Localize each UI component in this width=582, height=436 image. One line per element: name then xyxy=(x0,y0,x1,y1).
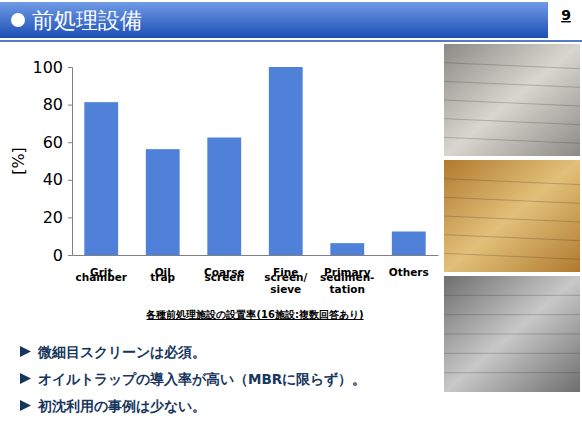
x-tick: Gritchamber xyxy=(75,255,127,283)
bar xyxy=(146,149,180,255)
bullet-marker xyxy=(20,373,31,384)
y-tick-label: 100 xyxy=(32,58,63,77)
photo-detail xyxy=(444,253,580,259)
bullet-text: 微細目スクリーンは必須。 xyxy=(37,344,206,360)
photo-image xyxy=(444,276,580,392)
x-tick-label: Others xyxy=(389,266,429,278)
bullet-text: 初沈利用の事例は少ない。 xyxy=(37,398,206,414)
x-tick-label-line: sieve xyxy=(270,283,301,295)
slide: 前処理設備 9 0 20 40 60 80 100 Gritchamber Oiltrap Coar… xyxy=(0,0,582,436)
x-axis: Gritchamber Oiltrap Coarsescreen Finescreen… xyxy=(73,255,439,295)
chart-caption: 各種前処理施設の設置率(16施設:複数回答あり) xyxy=(145,309,363,320)
photo-detail xyxy=(444,372,580,373)
y-tick: 80 xyxy=(43,95,72,114)
y-tick: 60 xyxy=(43,133,72,152)
y-axis-title: [%] xyxy=(9,147,28,175)
x-tick-label: Coarsescreen xyxy=(204,266,245,283)
y-tick-mark xyxy=(68,217,72,218)
x-tick: Finescreen/sieve xyxy=(264,255,307,295)
bullet-marker xyxy=(20,400,31,411)
slide-title: 前処理設備 xyxy=(32,8,142,33)
y-tick-label: 0 xyxy=(53,246,63,265)
y-tick-label: 20 xyxy=(43,208,63,227)
y-tick: 0 xyxy=(53,246,72,265)
photo xyxy=(444,276,580,392)
x-tick-label-line: trap xyxy=(150,271,175,283)
photo-image xyxy=(444,44,580,156)
page-number: 9 xyxy=(561,7,571,23)
y-tick-label: 60 xyxy=(43,133,63,152)
y-axis-line xyxy=(68,68,73,256)
photo-detail xyxy=(444,179,580,185)
y-tick-mark xyxy=(68,105,72,106)
bar xyxy=(207,138,241,256)
photo-detail xyxy=(444,100,580,106)
photo-detail xyxy=(444,334,580,335)
x-tick: Oiltrap xyxy=(150,255,175,283)
photo-detail xyxy=(444,216,580,222)
x-tick-label: Finescreen/sieve xyxy=(264,266,307,295)
bar xyxy=(392,232,426,256)
x-tick-label-line: tation xyxy=(330,283,365,295)
x-tick-label-line: screen/ xyxy=(264,271,307,283)
bars xyxy=(84,67,425,255)
bullet-marker xyxy=(20,346,31,357)
photo-image xyxy=(444,160,580,272)
y-tick: 20 xyxy=(43,208,72,227)
x-tick-label: Gritchamber xyxy=(75,266,127,283)
x-tick-label: Primarysedimen-tation xyxy=(320,266,374,295)
photo-detail xyxy=(444,235,580,241)
y-axis: 0 20 40 60 80 100 xyxy=(32,58,72,265)
photo-detail xyxy=(444,63,580,69)
photo xyxy=(444,160,580,272)
bar xyxy=(330,243,364,255)
y-tick-mark xyxy=(68,255,72,256)
title-rule xyxy=(0,40,582,42)
x-tick-label: Oiltrap xyxy=(150,266,175,283)
y-tick-label: 80 xyxy=(43,95,63,114)
y-tick: 100 xyxy=(32,58,72,77)
bullet-text: オイルトラップの導入率が高い（MBRに限らず）。 xyxy=(38,371,366,388)
y-tick-mark xyxy=(68,67,72,68)
photo-detail xyxy=(444,295,580,296)
y-tick-mark xyxy=(68,142,72,143)
bar xyxy=(84,102,118,255)
y-tick-label: 40 xyxy=(43,170,63,189)
x-tick: Coarsescreen xyxy=(204,255,245,283)
photo-detail xyxy=(444,137,580,143)
y-tick-mark xyxy=(68,180,72,181)
x-tick-label-line: Others xyxy=(389,266,429,278)
x-tick-label-line: sedimen- xyxy=(320,271,374,283)
x-axis-line xyxy=(73,255,439,256)
title-bar xyxy=(0,2,548,38)
x-tick: Primarysedimen-tation xyxy=(320,255,374,295)
photo-detail xyxy=(444,197,580,203)
photo-detail xyxy=(444,81,580,87)
title-marker xyxy=(11,13,25,27)
x-tick-label-line: screen xyxy=(205,271,244,283)
photo xyxy=(444,44,580,156)
photo-detail xyxy=(444,353,580,354)
photo-detail xyxy=(444,119,580,125)
x-tick: Others xyxy=(389,255,429,278)
photo-detail xyxy=(444,314,580,315)
bar xyxy=(269,67,303,255)
y-tick: 40 xyxy=(43,170,72,189)
x-tick-label-line: chamber xyxy=(75,271,127,283)
